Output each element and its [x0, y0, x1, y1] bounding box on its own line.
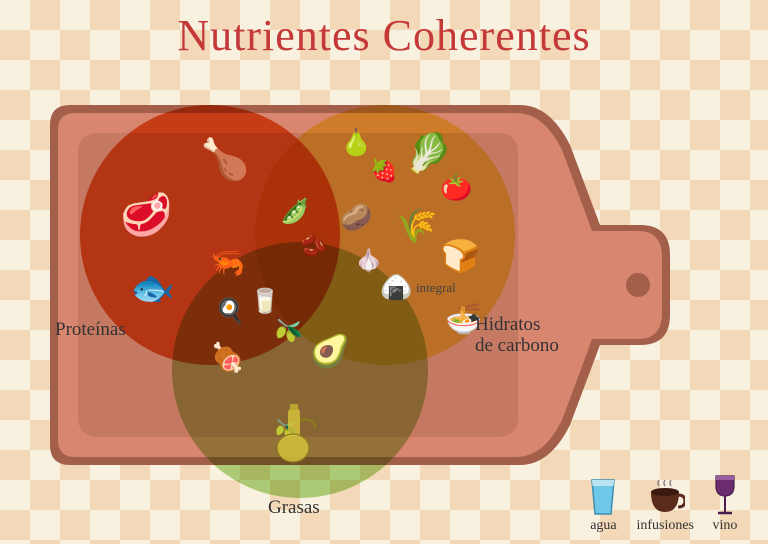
shrimp-icon: 🦐 [210, 250, 245, 278]
cup-icon [645, 478, 685, 516]
integral-label: integral [416, 280, 456, 296]
wine-glass-icon [712, 474, 738, 516]
drink-vino: vino [712, 474, 738, 534]
wheat-icon: 🌾 [395, 210, 437, 244]
page-title: Nutrientes Coherentes [0, 10, 768, 61]
board-hole [626, 273, 650, 297]
drink-label-agua: agua [590, 518, 616, 534]
meat-icon: 🥩 [120, 195, 172, 237]
egg-icon: 🍳 [215, 300, 245, 324]
avocado-icon: 🥑 [310, 335, 350, 367]
beans-icon: 🫘 [300, 235, 327, 257]
water-glass-icon [588, 478, 618, 516]
fish-icon: 🐟 [130, 270, 175, 306]
drink-agua: agua [588, 478, 618, 534]
potato-icon: 🥔 [340, 205, 372, 231]
oil-jar-icon [268, 400, 323, 465]
peas-icon: 🫛 [280, 200, 310, 224]
chicken-leg-icon: 🍗 [200, 140, 250, 180]
tomato-icon: 🍅 [440, 175, 472, 201]
label-carbs-line2: de carbono [475, 335, 559, 356]
ham-icon: 🍖 [210, 345, 245, 373]
drink-label-infusiones: infusiones [636, 518, 694, 534]
garlic-icon: 🧄 [355, 250, 382, 272]
rice-ball-icon: 🍙 [380, 275, 412, 301]
bread-icon: 🍞 [440, 240, 480, 272]
strawberry-icon: 🍓 [370, 160, 397, 182]
label-fats: Grasas [268, 498, 320, 519]
lettuce-icon: 🥬 [405, 135, 452, 173]
pear-icon: 🍐 [340, 130, 372, 156]
label-carbs: Hidratos de carbono [475, 315, 559, 357]
drink-label-vino: vino [713, 518, 738, 534]
label-proteins: Proteínas [55, 320, 126, 341]
label-carbs-line1: Hidratos [475, 314, 540, 335]
milk-icon: 🥛 [250, 290, 280, 314]
drink-infusiones: infusiones [636, 478, 694, 534]
olives-icon: 🫒 [275, 320, 302, 342]
drinks-row: agua infusiones vino [588, 474, 738, 534]
